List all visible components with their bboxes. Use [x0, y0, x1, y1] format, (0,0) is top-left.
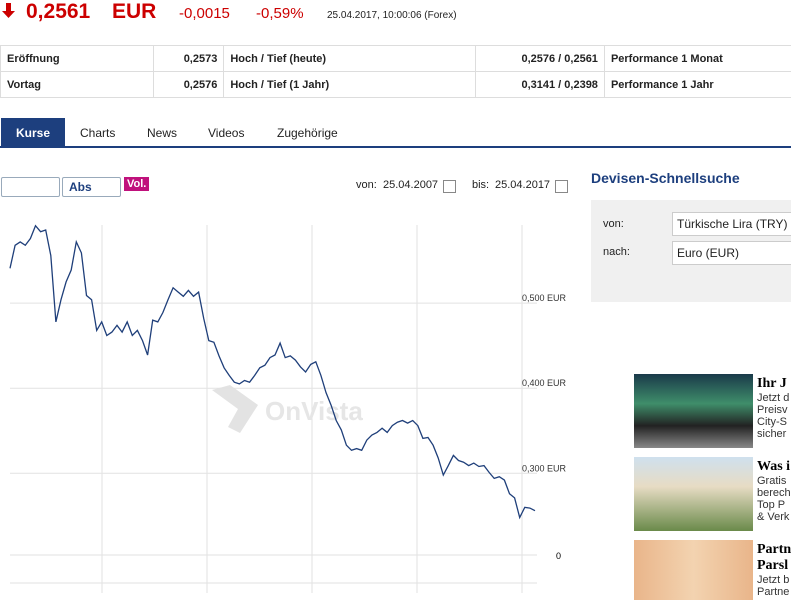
from-select[interactable]: Türkische Lira (TRY): [672, 212, 791, 236]
ad-image[interactable]: [634, 457, 753, 531]
ad-text: Gratis: [757, 475, 786, 487]
search-title: Devisen-Schnellsuche: [591, 170, 740, 186]
ad-text: Partne: [757, 586, 789, 598]
y-tick-label: 0,400 EUR: [522, 378, 567, 388]
to-label: nach:: [603, 246, 630, 258]
table-cell: Performance 1 Jahr: [604, 72, 791, 98]
from-label: von:: [603, 218, 624, 230]
volume-tick: 0: [556, 551, 561, 561]
ad-text: berech: [757, 487, 791, 499]
y-tick-label: 0,300 EUR: [522, 463, 567, 473]
ad-text: City-S: [757, 416, 787, 428]
watermark: OnVista: [265, 396, 363, 426]
ad-title: Partn: [757, 542, 791, 558]
to-select[interactable]: Euro (EUR): [672, 241, 791, 265]
chart: OnVista 0 0,500 EUR 0,400 EUR 0,300 EUR: [0, 0, 580, 593]
y-tick-label: 0,500 EUR: [522, 293, 567, 303]
ad-text: Jetzt b: [757, 574, 789, 586]
ad-title: Parsl: [757, 558, 788, 574]
ad-text: Preisv: [757, 404, 788, 416]
ad-image[interactable]: [634, 540, 753, 600]
ad-title: Ihr J: [757, 376, 787, 392]
table-cell: Performance 1 Monat: [604, 46, 791, 72]
ad-text: sicher: [757, 428, 786, 440]
ad-image[interactable]: [634, 374, 753, 448]
ad-text: Top P: [757, 499, 785, 511]
ad-text: & Verk: [757, 511, 789, 523]
ad-title: Was i: [757, 459, 790, 475]
ad-text: Jetzt d: [757, 392, 789, 404]
